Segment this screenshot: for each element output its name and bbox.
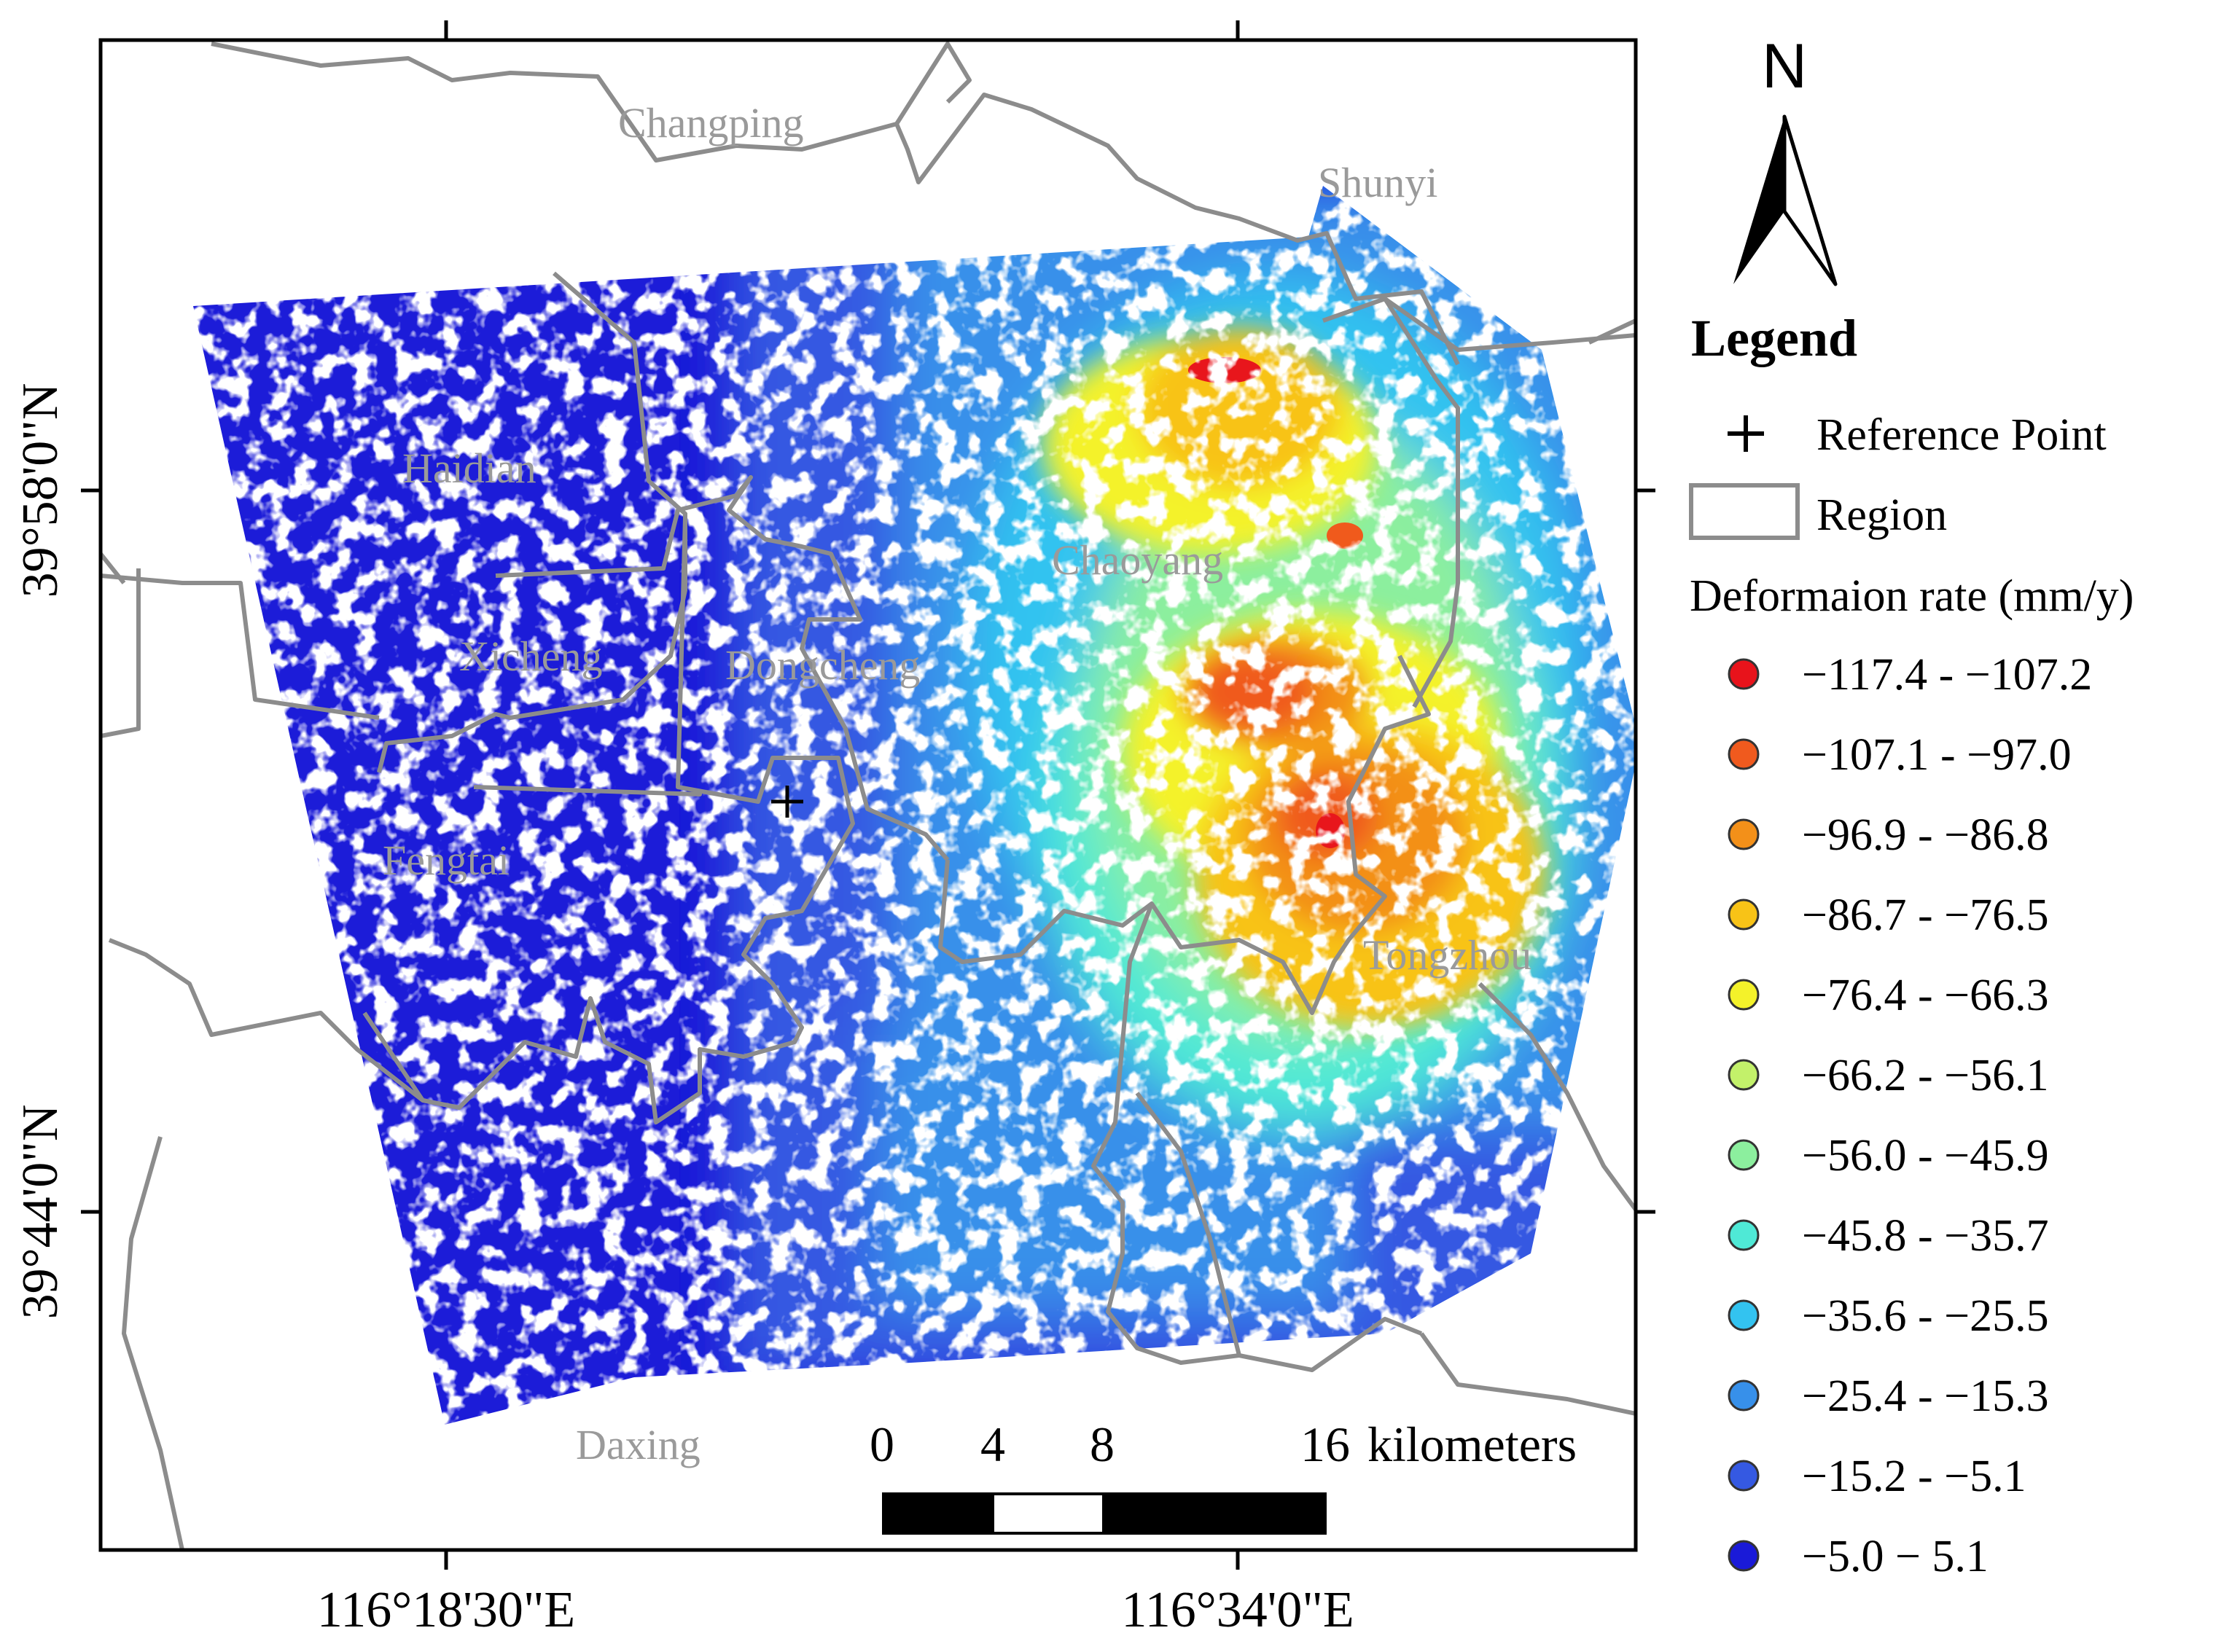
legend-swatch-5 <box>1728 1059 1760 1091</box>
legend-swatch-8 <box>1728 1299 1760 1331</box>
boundary-changping <box>211 42 972 163</box>
scale-tick-4: 4 <box>980 1417 1005 1472</box>
legend-class-label-7: −45.8 - −35.7 <box>1802 1211 2049 1261</box>
map-content: Changping Shunyi Haidian Chaoyang Xichen… <box>101 42 1636 1550</box>
legend-swatch-3 <box>1728 899 1760 931</box>
legend-class-label-0: −117.4 - −107.2 <box>1802 650 2092 700</box>
boundary-shunyi-east <box>1322 297 1636 352</box>
rate-class-76-north <box>1137 328 1341 488</box>
legend-class-label-6: −56.0 - −45.9 <box>1802 1131 2049 1181</box>
scale-tick-16: 16 <box>1300 1417 1350 1472</box>
district-label-xicheng: Xicheng <box>459 633 603 680</box>
north-label: N <box>1762 31 1807 101</box>
district-label-changping: Changping <box>618 99 804 146</box>
district-label-haidian: Haidian <box>402 445 536 492</box>
legend-swatch-10 <box>1728 1460 1760 1492</box>
boundary-edge <box>101 552 126 584</box>
longitude-label-right: 116°34'0"E <box>1121 1582 1354 1638</box>
boundary-fengtai-west <box>108 938 424 1103</box>
boundary-southeast <box>1419 1332 1636 1416</box>
legend-class-label-10: −15.2 - −5.1 <box>1802 1452 2026 1501</box>
scale-tick-0: 0 <box>870 1417 894 1472</box>
legend: Legend Reference Point Region Deformaion… <box>1689 309 2134 1581</box>
rate-class-117-north <box>1188 357 1261 383</box>
district-label-dongcheng: Dongcheng <box>725 641 920 689</box>
legend-swatch-9 <box>1728 1379 1760 1412</box>
legend-swatch-1 <box>1728 738 1760 770</box>
legend-title: Legend <box>1691 309 1857 367</box>
legend-class-label-11: −5.0 − 5.1 <box>1802 1532 1989 1581</box>
legend-class-label-2: −96.9 - −86.8 <box>1802 810 2049 860</box>
boundary-chaoyang-east <box>1383 297 1460 708</box>
boundary-ne <box>1588 318 1636 345</box>
legend-region-label: Region <box>1816 490 1947 540</box>
reference-point-marker <box>771 786 803 818</box>
latitude-label-bottom: 39°44'0"N <box>12 1105 69 1320</box>
boundary-fengtai <box>362 517 855 1124</box>
district-label-shunyi: Shunyi <box>1318 159 1437 206</box>
boundary-west <box>101 573 380 720</box>
legend-region-swatch <box>1689 483 1800 540</box>
legend-reference-label: Reference Point <box>1816 410 2107 460</box>
district-label-fengtai: Fengtai <box>383 837 510 884</box>
scale-unit: kilometers <box>1367 1417 1577 1472</box>
district-label-chaoyang: Chaoyang <box>1052 536 1223 584</box>
map-border <box>98 38 1638 1552</box>
legend-swatch-7 <box>1728 1219 1760 1251</box>
legend-class-label-4: −76.4 - −66.3 <box>1802 971 2049 1020</box>
region-boundaries <box>101 42 1636 1550</box>
legend-class-label-1: −107.1 - −97.0 <box>1802 730 2072 780</box>
boundary-tongzhou-east <box>1478 982 1636 1211</box>
district-label-tongzhou: Tongzhou <box>1363 931 1531 979</box>
legend-swatch-11 <box>1728 1540 1760 1572</box>
scale-tick-8: 8 <box>1090 1417 1115 1472</box>
boundary-shunyi <box>894 93 1460 366</box>
latitude-label-top: 39°58'0"N <box>12 383 69 598</box>
legend-swatch-6 <box>1728 1139 1760 1171</box>
legend-classes: −117.4 - −107.2 −107.1 - −97.0 −96.9 - −86… <box>1728 650 2092 1581</box>
boundary-daxing-tongzhou <box>1091 902 1423 1372</box>
boundary-daxing-east <box>1135 1092 1241 1356</box>
rate-hotspot-east <box>1327 522 1363 549</box>
legend-class-label-3: −86.7 - −76.5 <box>1802 890 2049 940</box>
north-arrow-icon: N <box>1733 31 1838 286</box>
legend-class-label-8: −35.6 - −25.5 <box>1802 1291 2049 1341</box>
legend-rate-title: Deformaion rate (mm/y) <box>1690 571 2134 621</box>
scale-bar: 0 4 8 16 kilometers <box>870 1417 1577 1535</box>
legend-swatch-0 <box>1728 658 1760 690</box>
legend-swatch-4 <box>1728 979 1760 1011</box>
legend-class-label-9: −25.4 - −15.3 <box>1802 1371 2049 1421</box>
district-label-daxing: Daxing <box>576 1421 701 1468</box>
graticule-ticks <box>81 20 1655 1570</box>
longitude-label-left: 116°18'30"E <box>317 1582 575 1638</box>
rate-class-97 <box>1192 652 1316 732</box>
legend-swatch-2 <box>1728 818 1760 850</box>
rate-class-117-south <box>1316 813 1345 848</box>
boundary-west-inner <box>101 568 141 738</box>
boundary-haidian-xicheng <box>377 271 687 773</box>
legend-class-label-5: −66.2 - −56.1 <box>1802 1051 2049 1100</box>
legend-reference-icon <box>1728 415 1764 452</box>
boundary-southwest <box>122 1136 184 1550</box>
boundary-chaoyang-south <box>938 654 1431 1015</box>
boundary-dongcheng <box>495 475 950 861</box>
